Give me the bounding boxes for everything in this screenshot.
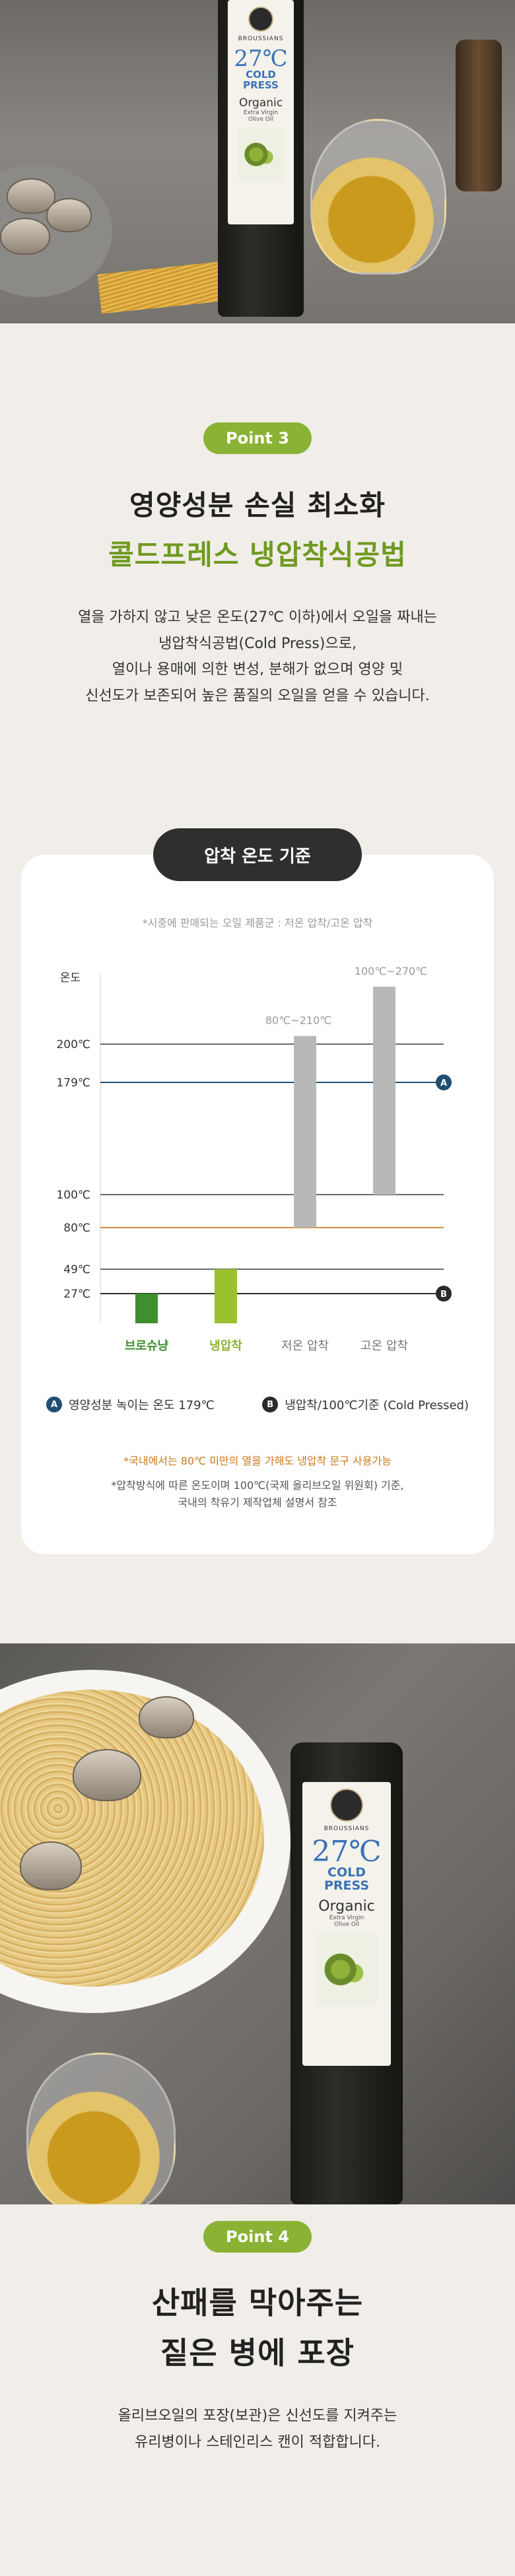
bottle-sub2: Olive Oil	[334, 1921, 359, 1928]
legend-a-label: 영양성분 녹이는 온도 179℃	[69, 1399, 215, 1412]
desc-line: 유리병이나 스테인리스 캔이 적합합니다.	[134, 2433, 381, 2451]
bar-3	[373, 987, 395, 1195]
bottle-label: BROUSSIANS 27℃ COLD PRESS Organic Extra …	[302, 1782, 391, 2066]
desc-line: 신선도가 보존되어 높은 품질의 오일을 얻을 수 있습니다.	[85, 687, 430, 704]
y-tick-label: 49℃	[63, 1263, 90, 1276]
bottle-temp: 27℃	[312, 1835, 382, 1868]
bar-2	[294, 1036, 316, 1228]
legend-item-a: A 영양성분 녹이는 온도 179℃	[46, 1396, 215, 1413]
range-label: 100℃~270℃	[355, 965, 427, 977]
bottle-press: PRESS	[324, 1878, 370, 1893]
chart-footnote: *압착방식에 따른 온도이며 100℃(국제 올리브오일 위원회) 기준, 국내…	[21, 1477, 494, 1511]
olive-illustration	[316, 1932, 378, 2006]
chart-section-pill: 압착 온도 기준	[153, 828, 362, 881]
temperature-chart: 온도 200℃ 179℃ 100℃ 80℃ 49℃ 27℃ 브로슈냥 냉압착 저온 압착 80℃~2…	[56, 965, 452, 1353]
bottle-brand: BROUSSIANS	[324, 1826, 370, 1832]
y-tick-label: 100℃	[56, 1189, 90, 1202]
hero-photo-bottom: BROUSSIANS 27℃ COLD PRESS Organic Extra …	[0, 1643, 515, 2204]
chart-footnote-orange: *국내에서는 80℃ 미만의 열을 가해도 냉압착 문구 사용가능	[123, 1455, 392, 1467]
hero-photo-top: BROUSSIANS 27℃ COLD PRESS Organic Extra …	[0, 0, 515, 323]
point4-title-line2: 짙은 병에 포장	[160, 2335, 355, 2371]
point4-title-line1: 산패를 막아주는	[151, 2285, 364, 2321]
y-tick-label: 179℃	[56, 1076, 90, 1090]
desc-line: 냉압착식공법(Cold Press)으로,	[158, 635, 357, 652]
y-tick-label: 27℃	[63, 1288, 90, 1301]
brand-medal-icon	[330, 1789, 363, 1822]
y-tick-label: 200℃	[56, 1038, 90, 1051]
brand-medal-icon	[248, 7, 273, 32]
oil-jar-image	[310, 119, 446, 275]
bottle-temp: 27℃	[234, 46, 288, 72]
x-tick-label: 저온 압착	[281, 1339, 329, 1353]
chart-note: *시중에 판매되는 오일 제품군 : 저온 압착/고온 압착	[142, 917, 373, 929]
legend-item-b: B 냉압착/100℃기준 (Cold Pressed)	[262, 1396, 469, 1413]
bottle-sub2: Olive Oil	[248, 116, 273, 123]
legend-b-label: 냉압착/100℃기준 (Cold Pressed)	[285, 1399, 469, 1412]
marker-b-icon	[436, 1286, 452, 1302]
bottle-organic: Organic	[318, 1898, 375, 1915]
bottle-cold: COLD	[327, 1865, 366, 1880]
point4-section: Point 4 산패를 막아주는 짙은 병에 포장 올리브오일의 포장(보관)은…	[0, 2221, 515, 2455]
pasta-image	[0, 1690, 264, 1987]
desc-line: 올리브오일의 포장(보관)은 신선도를 지켜주는	[118, 2408, 397, 2424]
point3-title-line1: 영양성분 손실 최소화	[129, 489, 386, 521]
marker-a-icon	[436, 1074, 452, 1090]
range-label: 80℃~210℃	[265, 1014, 331, 1027]
marker-b-icon: B	[262, 1397, 279, 1412]
y-axis-label: 온도	[60, 972, 81, 985]
footnote-line: 국내의 착유기 제작업체 설명서 참조	[178, 1496, 337, 1509]
oil-jar-image	[26, 2053, 176, 2204]
desc-line: 열을 가하지 않고 낮은 온도(27℃ 이하)에서 오일을 짜내는	[78, 609, 437, 626]
chart-card: *시중에 판매되는 오일 제품군 : 저온 압착/고온 압착 온도 200℃ 179…	[21, 855, 494, 1554]
olive-illustration	[238, 127, 284, 181]
clam-image	[0, 218, 50, 255]
bottle-press: PRESS	[243, 79, 279, 91]
olive-oil-bottle-image: BROUSSIANS 27℃ COLD PRESS Organic Extra …	[218, 0, 304, 317]
pepper-grinder-image	[456, 40, 502, 191]
olive-oil-bottle-image: BROUSSIANS 27℃ COLD PRESS Organic Extra …	[291, 1742, 403, 2204]
point3-section: Point 3 영양성분 손실 최소화 콜드프레스 냉압착식공법 열을 가하지 …	[0, 422, 515, 709]
bottle-brand: BROUSSIANS	[238, 36, 284, 42]
bottle-sub1: Extra Virgin	[243, 109, 279, 116]
bottle-organic: Organic	[238, 96, 283, 110]
bar-0	[135, 1294, 158, 1323]
clam-image	[139, 1696, 194, 1738]
point3-description: 열을 가하지 않고 낮은 온도(27℃ 이하)에서 오일을 짜내는 냉압착식공법…	[0, 605, 515, 709]
marker-a-icon: A	[46, 1397, 62, 1412]
clam-image	[20, 1841, 82, 1890]
x-tick-label: 브로슈냥	[125, 1339, 169, 1353]
clam-image	[46, 198, 92, 232]
point3-title-line2: 콜드프레스 냉압착식공법	[108, 539, 407, 571]
bottle-cold: COLD	[246, 69, 276, 81]
x-tick-label: 냉압착	[209, 1339, 242, 1353]
bottle-sub1: Extra Virgin	[329, 1914, 364, 1921]
marker-label: B	[440, 1290, 447, 1300]
bottle-label: BROUSSIANS 27℃ COLD PRESS Organic Extra …	[228, 0, 294, 224]
y-tick-label: 80℃	[63, 1222, 90, 1235]
point3-pill: Point 3	[203, 422, 312, 454]
point4-description: 올리브오일의 포장(보관)은 신선도를 지켜주는 유리병이나 스테인리스 캔이 …	[0, 2403, 515, 2455]
x-tick-label: 고온 압착	[360, 1339, 408, 1353]
point4-pill: Point 4	[203, 2221, 312, 2253]
marker-label: A	[440, 1078, 447, 1088]
desc-line: 열이나 용매에 의한 변성, 분해가 없으며 영양 및	[112, 661, 403, 678]
footnote-line: *압착방식에 따른 온도이며 100℃(국제 올리브오일 위원회) 기준,	[111, 1479, 404, 1492]
clam-image	[73, 1749, 141, 1801]
chart-legend: A 영양성분 녹이는 온도 179℃ B 냉압착/100℃기준 (Cold Pr…	[46, 1396, 469, 1413]
bar-1	[215, 1269, 237, 1323]
